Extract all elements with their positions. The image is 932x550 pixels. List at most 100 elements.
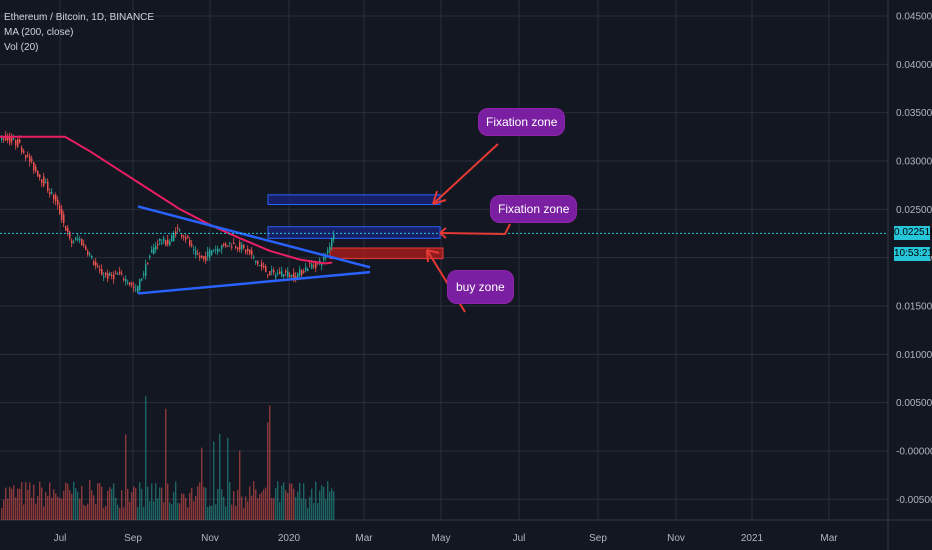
volume-bar xyxy=(277,481,279,520)
candle-body xyxy=(83,243,85,245)
volume-bar xyxy=(281,485,283,520)
volume-bar xyxy=(331,488,333,520)
volume-bar xyxy=(113,483,115,520)
volume-bar xyxy=(293,488,295,520)
volume-bar xyxy=(225,506,227,520)
candle-body xyxy=(21,147,23,152)
candle-body xyxy=(115,272,117,274)
volume-bar xyxy=(129,501,131,520)
candle-body xyxy=(163,237,165,242)
volume-bar xyxy=(295,496,297,520)
volume-bar xyxy=(61,498,63,520)
volume-bar xyxy=(53,489,55,520)
volume-bar xyxy=(327,481,329,520)
volume-bar xyxy=(219,434,221,520)
fixation-zone-label-mid: Fixation zone xyxy=(490,195,578,223)
candle-body xyxy=(281,271,283,277)
volume-bar xyxy=(119,507,121,520)
volume-bar xyxy=(13,485,15,520)
candle-body xyxy=(69,231,71,238)
volume-bar xyxy=(265,487,267,520)
candle-body xyxy=(121,272,123,274)
candle-body xyxy=(23,151,25,153)
volume-bar xyxy=(7,498,9,520)
x-tick-label: Nov xyxy=(667,533,685,544)
candle-body xyxy=(123,278,125,280)
volume-bar xyxy=(3,499,5,520)
candle-body xyxy=(329,246,331,250)
volume-bar xyxy=(161,487,163,520)
candle-body xyxy=(27,154,29,156)
volume-bar xyxy=(269,405,271,520)
volume-bar xyxy=(181,493,183,520)
candle-body xyxy=(257,261,259,265)
candle-body xyxy=(277,272,279,274)
volume-bar xyxy=(49,482,51,520)
volume-bar xyxy=(151,483,153,520)
volume-bar xyxy=(315,481,317,520)
volume-bar xyxy=(89,480,91,520)
y-tick-label: -0.005000 xyxy=(896,495,932,506)
volume-bar xyxy=(273,498,275,520)
volume-bar xyxy=(195,495,197,520)
volume-bar xyxy=(95,504,97,520)
volume-bar xyxy=(51,497,53,520)
candle-body xyxy=(137,285,139,293)
candle-body xyxy=(155,245,157,250)
volume-bar xyxy=(147,486,149,520)
candle-body xyxy=(103,276,105,278)
candle-body xyxy=(207,251,209,257)
candle-body xyxy=(225,244,227,247)
legend-ma[interactable]: MA (200, close) xyxy=(4,27,74,38)
candle-body xyxy=(105,272,107,276)
volume-bar xyxy=(111,488,113,520)
candle-body xyxy=(153,247,155,255)
candle-body xyxy=(171,235,173,242)
candle-body xyxy=(307,268,309,271)
candle-body xyxy=(99,269,101,271)
volume-bar xyxy=(169,502,171,520)
candle-body xyxy=(179,230,181,232)
volume-bar xyxy=(125,434,127,520)
volume-bar xyxy=(31,497,33,520)
volume-bar xyxy=(209,505,211,520)
legend-vol[interactable]: Vol (20) xyxy=(4,42,39,53)
legend-symbol[interactable]: Ethereum / Bitcoin, 1D, BINANCE xyxy=(4,12,155,23)
volume-bar xyxy=(69,490,71,520)
volume-bar xyxy=(275,488,277,520)
x-tick-label: Jul xyxy=(513,533,526,544)
volume-bar xyxy=(249,486,251,520)
candle-body xyxy=(279,271,281,275)
trendline-1 xyxy=(137,270,371,295)
candle-body xyxy=(15,139,17,146)
volume-bar xyxy=(257,498,259,520)
candle-body xyxy=(215,249,217,251)
volume-bar xyxy=(45,492,47,520)
candle-body xyxy=(127,282,129,284)
arrow-fixation-mid-line xyxy=(439,223,511,236)
volume-bar xyxy=(241,496,243,520)
candle-body xyxy=(159,238,161,241)
candle-body xyxy=(185,237,187,240)
candle-body xyxy=(169,241,171,246)
candle-body xyxy=(55,194,57,202)
volume-bar xyxy=(85,505,87,520)
candle-body xyxy=(205,256,207,261)
volume-bar xyxy=(27,489,29,520)
last-price-tag: 0.022516 xyxy=(894,226,932,240)
volume-bar xyxy=(97,483,99,520)
volume-bar xyxy=(11,488,13,520)
volume-bar xyxy=(301,498,303,520)
candle-body xyxy=(203,256,205,260)
candle-body xyxy=(183,236,185,238)
volume-bar xyxy=(23,504,25,520)
volume-bar xyxy=(43,506,45,520)
candle-body xyxy=(167,239,169,245)
candle-body xyxy=(71,240,73,244)
candle-body xyxy=(117,273,119,275)
volume-bar xyxy=(267,422,269,520)
volume-bar xyxy=(205,487,207,520)
candle-body xyxy=(93,261,95,265)
